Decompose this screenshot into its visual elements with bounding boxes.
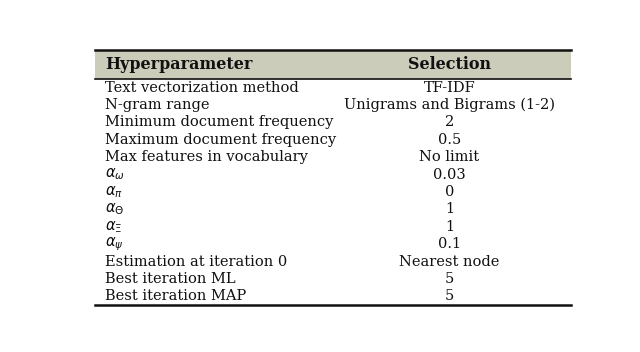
Text: $\alpha_{\Theta}$: $\alpha_{\Theta}$ bbox=[105, 202, 124, 217]
Text: 2: 2 bbox=[445, 115, 454, 129]
Text: 0.5: 0.5 bbox=[438, 133, 461, 147]
Text: Text vectorization method: Text vectorization method bbox=[105, 81, 298, 95]
Text: 0: 0 bbox=[445, 185, 454, 199]
Bar bbox=[95, 50, 571, 79]
Text: Estimation at iteration 0: Estimation at iteration 0 bbox=[105, 254, 287, 269]
Text: Unigrams and Bigrams (1-2): Unigrams and Bigrams (1-2) bbox=[344, 98, 555, 112]
Text: Best iteration MAP: Best iteration MAP bbox=[105, 289, 246, 303]
Text: Hyperparameter: Hyperparameter bbox=[105, 56, 252, 73]
Text: $\alpha_{\pi}$: $\alpha_{\pi}$ bbox=[105, 184, 123, 200]
Text: 0.1: 0.1 bbox=[438, 237, 461, 251]
Text: 0.03: 0.03 bbox=[433, 168, 466, 182]
Text: $\alpha_{\Xi}$: $\alpha_{\Xi}$ bbox=[105, 219, 122, 235]
Text: Best iteration ML: Best iteration ML bbox=[105, 272, 236, 286]
Text: 5: 5 bbox=[445, 289, 454, 303]
Text: 5: 5 bbox=[445, 272, 454, 286]
Text: N-gram range: N-gram range bbox=[105, 98, 209, 112]
Text: Minimum document frequency: Minimum document frequency bbox=[105, 115, 333, 129]
Text: Nearest node: Nearest node bbox=[399, 254, 500, 269]
Text: $\alpha_{\psi}$: $\alpha_{\psi}$ bbox=[105, 235, 124, 253]
Text: 1: 1 bbox=[445, 202, 454, 216]
Text: No limit: No limit bbox=[419, 150, 479, 164]
Text: $\alpha_{\omega}$: $\alpha_{\omega}$ bbox=[105, 167, 125, 182]
Text: Max features in vocabulary: Max features in vocabulary bbox=[105, 150, 308, 164]
Text: Maximum document frequency: Maximum document frequency bbox=[105, 133, 336, 147]
Text: Selection: Selection bbox=[408, 56, 491, 73]
Text: 1: 1 bbox=[445, 220, 454, 234]
Text: TF-IDF: TF-IDF bbox=[424, 81, 476, 95]
